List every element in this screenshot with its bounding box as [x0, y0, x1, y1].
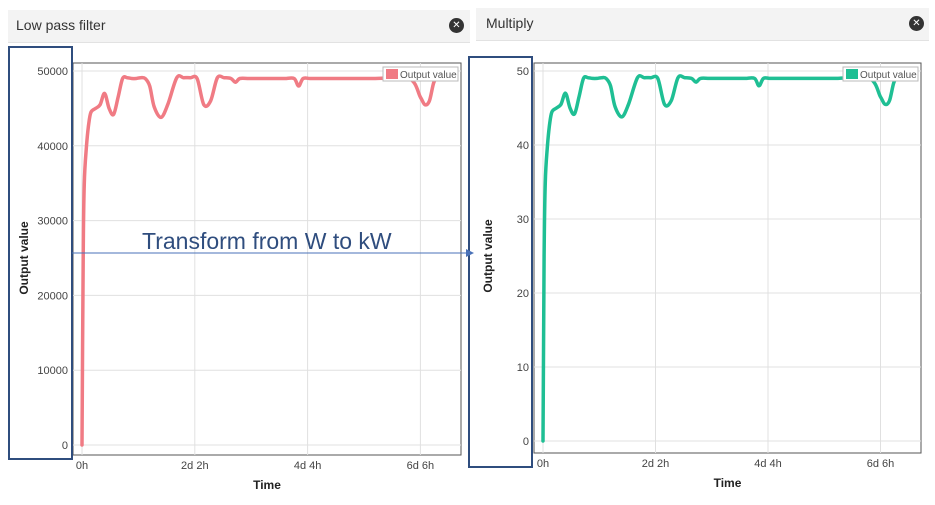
chart-right-plot-frame — [533, 62, 922, 454]
chart-right-legend-label: Output value — [860, 70, 917, 81]
chart-right-y-tick-label: 0 — [523, 436, 529, 448]
chart-left-x-tick-label: 6d 6h — [407, 460, 435, 472]
arrow-head-icon — [466, 249, 474, 257]
chart-right-y-tick-label: 10 — [517, 362, 529, 374]
chart-left-legend-label: Output value — [400, 70, 457, 81]
chart-left-y-tick-label: 20000 — [37, 290, 68, 302]
chart-left-legend-box — [382, 66, 459, 82]
chart-left-y-tick-label: 10000 — [37, 365, 68, 377]
chart-right-x-tick-label: 0h — [537, 458, 549, 470]
chart-right-y-tick-label: 50 — [517, 66, 529, 78]
chart-left-x-tick-label: 4d 4h — [294, 460, 322, 472]
chart-left-x-axis-title: Time — [253, 478, 281, 492]
chart-left-series-line — [80, 73, 450, 447]
chart-right-legend-swatch — [846, 69, 858, 79]
chart-multiply: 0 10 20 30 40 50 0h 2d 2h 4d 4h 6d 6h Time Output v… — [481, 62, 922, 490]
panel-header-left: Low pass filter ✕ — [8, 10, 470, 43]
chart-right-y-axis-title: Output value — [481, 219, 495, 293]
chart-left-x-tick-label: 2d 2h — [181, 460, 209, 472]
chart-left-x-tick-label: 0h — [76, 460, 88, 472]
chart-right-series-line — [541, 73, 910, 443]
close-icon[interactable]: ✕ — [449, 18, 464, 33]
highlight-box-left-axis — [8, 46, 73, 460]
panel-title-left: Low pass filter — [16, 17, 106, 33]
chart-low-pass-filter: 0 10000 20000 30000 40000 50000 0h 2d 2h 4d 4h 6d… — [17, 62, 462, 492]
chart-right-x-tick-label: 6d 6h — [867, 458, 895, 470]
chart-left-y-tick-label: 0 — [62, 440, 68, 452]
close-icon[interactable]: ✕ — [909, 16, 924, 31]
chart-right-legend[interactable]: Output value — [842, 66, 919, 82]
chart-left-y-tick-label: 50000 — [37, 66, 68, 78]
chart-left-y-axis-title: Output value — [17, 221, 31, 295]
chart-left-legend-swatch — [386, 69, 398, 79]
chart-right-y-tick-label: 40 — [517, 140, 529, 152]
chart-left-legend[interactable]: Output value — [382, 66, 459, 82]
chart-right-y-tick-label: 30 — [517, 214, 529, 226]
annotation-text: Transform from W to kW — [142, 228, 392, 254]
chart-right-legend-box — [842, 66, 919, 82]
chart-right-x-tick-label: 2d 2h — [642, 458, 670, 470]
chart-right-x-axis-title: Time — [714, 476, 742, 490]
chart-right-x-tick-label: 4d 4h — [754, 458, 782, 470]
panel-header-right: Multiply ✕ — [476, 8, 929, 41]
chart-left-y-tick-label: 30000 — [37, 216, 68, 228]
highlight-box-right-axis — [468, 56, 533, 468]
chart-left-y-tick-label: 40000 — [37, 141, 68, 153]
panel-title-right: Multiply — [486, 15, 534, 31]
chart-right-y-tick-label: 20 — [517, 288, 529, 300]
